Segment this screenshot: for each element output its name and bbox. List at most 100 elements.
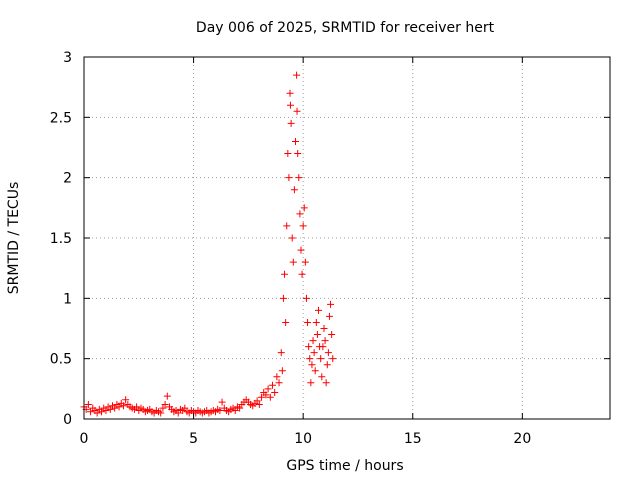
data-point (290, 186, 298, 194)
chart-title: Day 006 of 2025, SRMTID for receiver her… (196, 20, 495, 36)
data-point (115, 403, 123, 411)
data-point (181, 404, 189, 412)
data-point (307, 379, 315, 387)
data-point (284, 150, 292, 158)
data-point (161, 401, 169, 409)
data-point (236, 404, 244, 412)
data-point (317, 355, 325, 363)
y-tick-label: 0 (63, 412, 72, 428)
data-points (80, 71, 337, 417)
data-point (288, 234, 296, 242)
data-point (119, 402, 127, 410)
data-point (93, 409, 101, 417)
data-point (102, 407, 110, 415)
data-point (302, 294, 310, 302)
data-point (277, 349, 285, 357)
y-tick-label: 1 (63, 291, 72, 307)
data-point (320, 325, 328, 332)
plot-frame (83, 56, 611, 420)
data-point (262, 391, 270, 399)
data-point (293, 107, 301, 115)
data-point (313, 331, 321, 339)
data-point (305, 343, 313, 351)
data-point (231, 407, 239, 415)
data-point (133, 403, 141, 411)
data-point (295, 174, 303, 182)
data-point (308, 361, 316, 369)
data-point (287, 119, 295, 127)
data-point (311, 367, 319, 375)
data-point (324, 349, 332, 357)
data-point (285, 174, 293, 182)
data-point (253, 397, 261, 405)
data-point (216, 407, 224, 415)
data-point (282, 318, 290, 326)
x-tick-label: 0 (80, 431, 89, 447)
x-tick-label: 10 (294, 431, 312, 447)
data-point (318, 373, 326, 381)
data-point (291, 137, 299, 145)
data-point (87, 408, 95, 416)
data-point (279, 294, 287, 302)
data-point (300, 204, 308, 212)
x-tick-label: 5 (189, 431, 198, 447)
data-point (283, 222, 291, 230)
data-point (306, 355, 314, 363)
data-point (163, 392, 171, 400)
data-point (322, 379, 330, 387)
ticks: 0 5 10 15 20 0 0.5 1 1.5 2 2.5 3 (50, 50, 610, 447)
data-point (275, 379, 283, 387)
data-point (325, 312, 333, 320)
data-point (273, 373, 281, 381)
y-tick-label: 0.5 (50, 352, 72, 368)
x-axis-label: GPS time / hours (286, 458, 403, 474)
data-point (278, 367, 286, 375)
data-point (106, 405, 114, 413)
y-tick-label: 2.5 (50, 110, 72, 126)
data-point (323, 361, 331, 369)
data-point (268, 381, 276, 389)
data-point (281, 270, 289, 278)
x-tick-label: 20 (513, 431, 531, 447)
data-point (296, 210, 304, 218)
y-axis-label: SRMTID / TECUs (6, 182, 22, 295)
grid (84, 57, 610, 419)
data-point (315, 306, 323, 314)
data-point (309, 337, 317, 345)
data-point (312, 318, 320, 326)
data-point (157, 409, 165, 417)
y-tick-label: 3 (63, 50, 72, 66)
data-point (271, 388, 279, 396)
x-tick-label: 15 (404, 431, 422, 447)
data-point (286, 101, 294, 109)
data-point (299, 222, 307, 230)
data-point (298, 270, 306, 278)
data-point (84, 401, 92, 409)
data-point (328, 331, 336, 339)
data-point (264, 385, 272, 393)
data-point (304, 318, 312, 326)
y-tick-label: 1.5 (50, 231, 72, 247)
data-point (266, 393, 274, 401)
data-point (297, 246, 305, 254)
data-point (310, 349, 318, 357)
data-point (289, 258, 297, 266)
data-point (111, 404, 119, 412)
data-point (98, 408, 106, 416)
y-tick-label: 2 (63, 171, 72, 187)
data-point (293, 71, 301, 79)
data-point (301, 258, 309, 266)
data-point (255, 401, 263, 409)
data-point (319, 343, 327, 351)
data-point (159, 404, 167, 412)
data-point (294, 150, 302, 158)
data-point (122, 396, 130, 404)
data-point (286, 89, 294, 97)
data-point (218, 398, 226, 406)
data-point (327, 300, 335, 308)
data-point (258, 393, 266, 401)
data-point (174, 409, 182, 417)
data-point (321, 337, 329, 345)
data-point (329, 355, 337, 363)
